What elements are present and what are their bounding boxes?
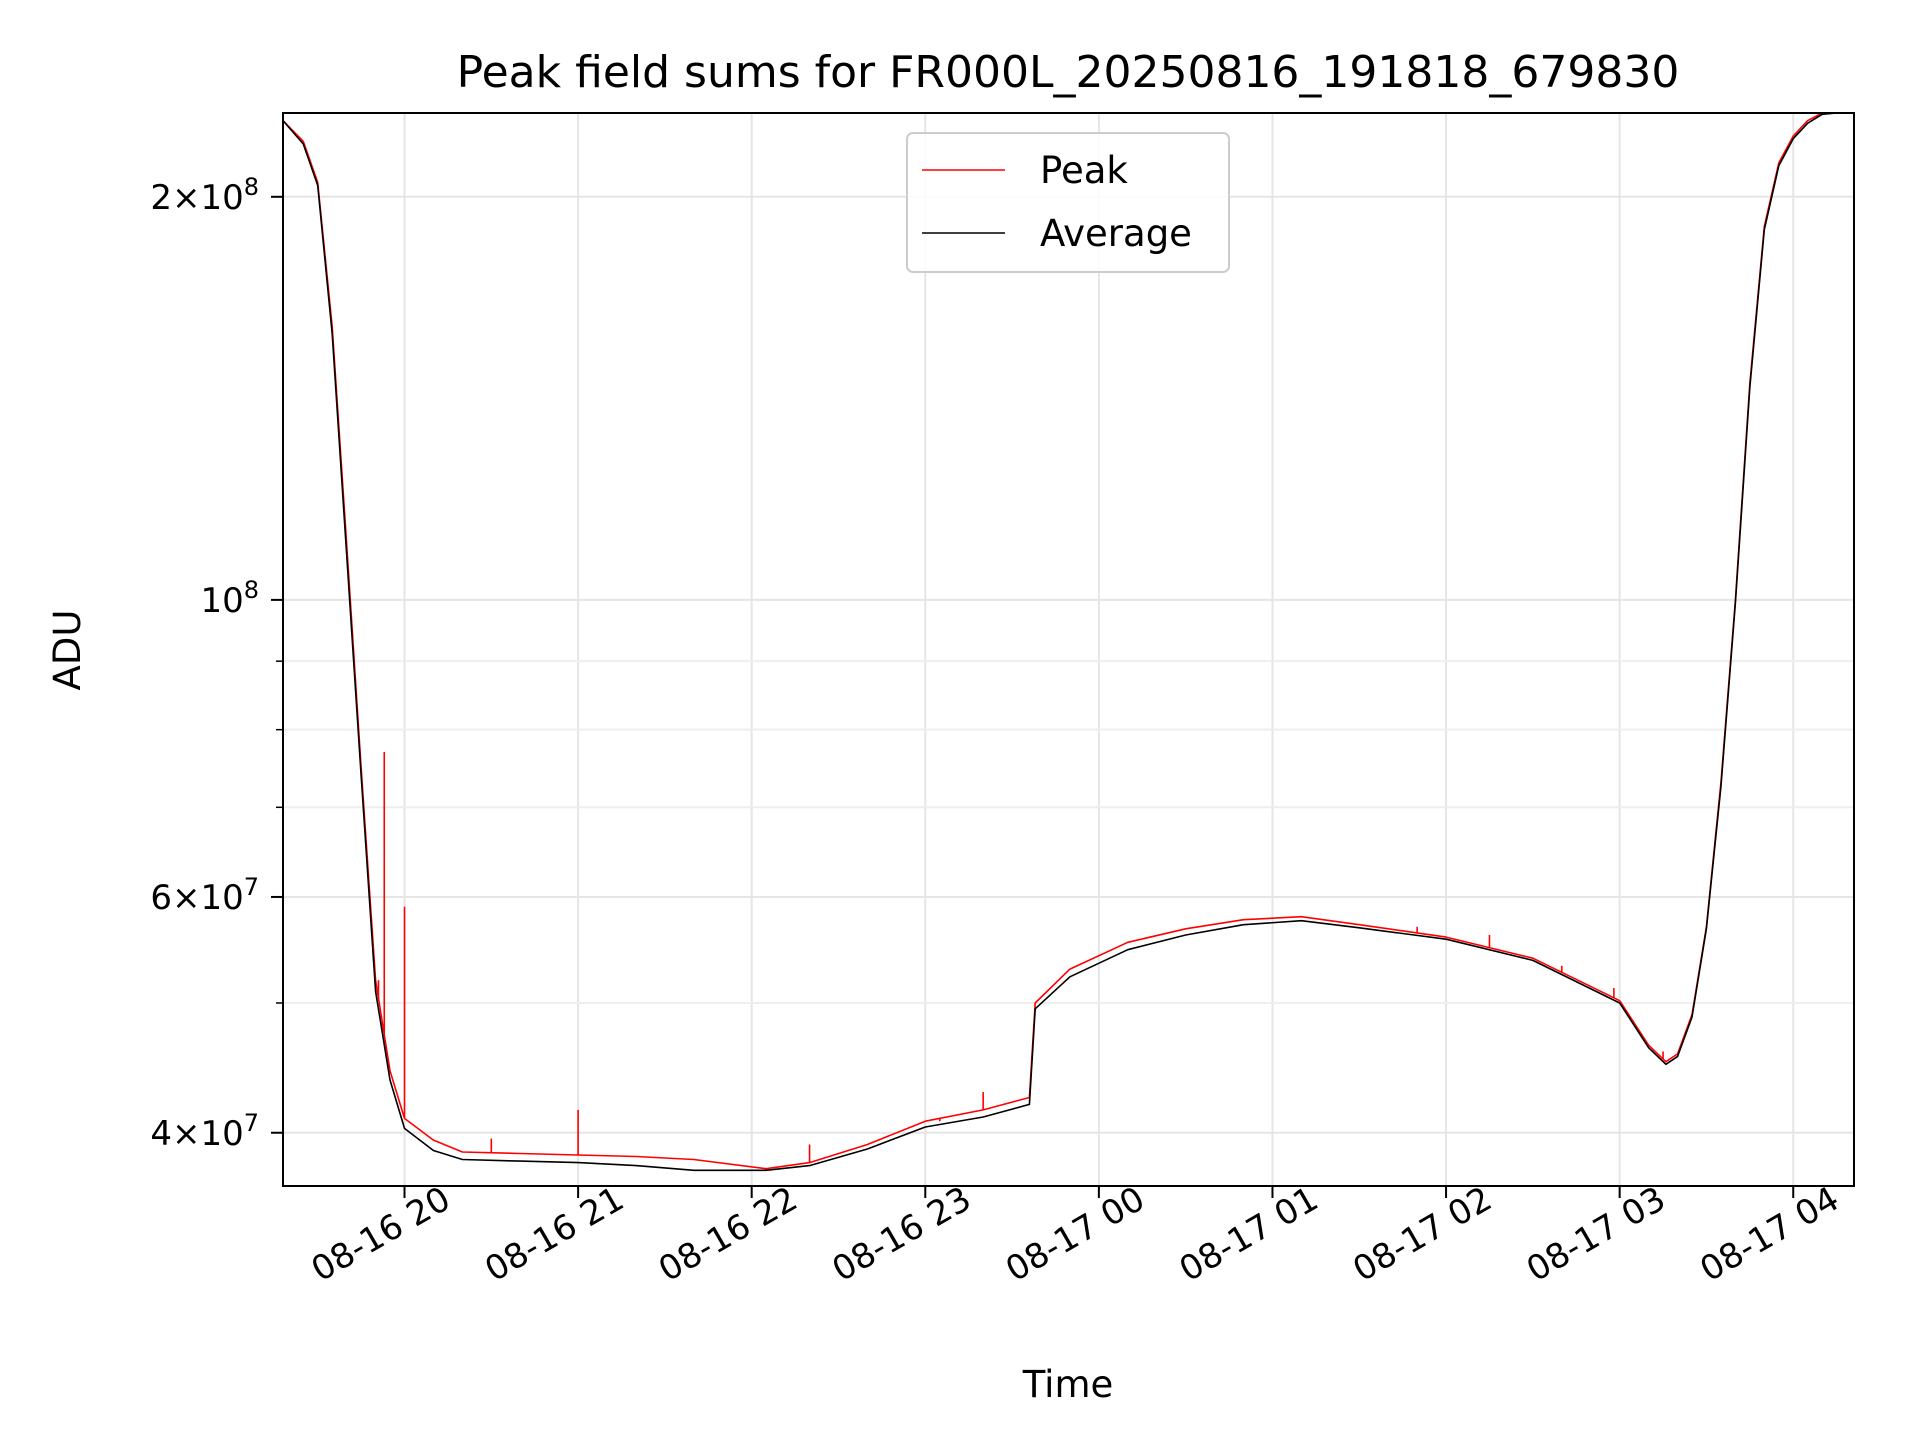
y-tick-label-2: 108 <box>200 576 259 621</box>
series-line-average <box>282 112 1854 1172</box>
legend: Peak Average <box>906 132 1230 273</box>
y-tick-label-3: 2×108 <box>150 173 259 218</box>
grid-layer <box>283 113 1854 1186</box>
x-tick-label-4: 08-17 00 <box>999 1179 1151 1290</box>
x-tick-label-5: 08-17 01 <box>1173 1179 1325 1290</box>
x-axis-label: Time <box>1022 1363 1114 1406</box>
x-tick-label-2: 08-16 22 <box>652 1179 804 1290</box>
x-tick-label-1: 08-16 21 <box>478 1179 630 1290</box>
legend-box <box>906 132 1230 273</box>
x-tick-label-8: 08-17 04 <box>1694 1179 1846 1290</box>
series-layer <box>282 112 1854 1172</box>
y-tick-label-0: 4×107 <box>150 1109 259 1154</box>
y-tick-label-1: 6×107 <box>150 873 259 918</box>
x-tick-label-6: 08-17 02 <box>1346 1179 1498 1290</box>
y-axis-label: ADU <box>46 610 89 691</box>
x-tick-label-0: 08-16 20 <box>305 1179 457 1290</box>
x-tick-label-3: 08-16 23 <box>826 1179 978 1290</box>
chart-title: Peak field sums for FR000L_20250816_1918… <box>457 47 1680 98</box>
plot-frame <box>282 112 1855 1187</box>
legend-label-peak: Peak <box>1040 149 1128 192</box>
legend-label-average: Average <box>1040 212 1192 255</box>
x-tick-label-7: 08-17 03 <box>1520 1179 1672 1290</box>
